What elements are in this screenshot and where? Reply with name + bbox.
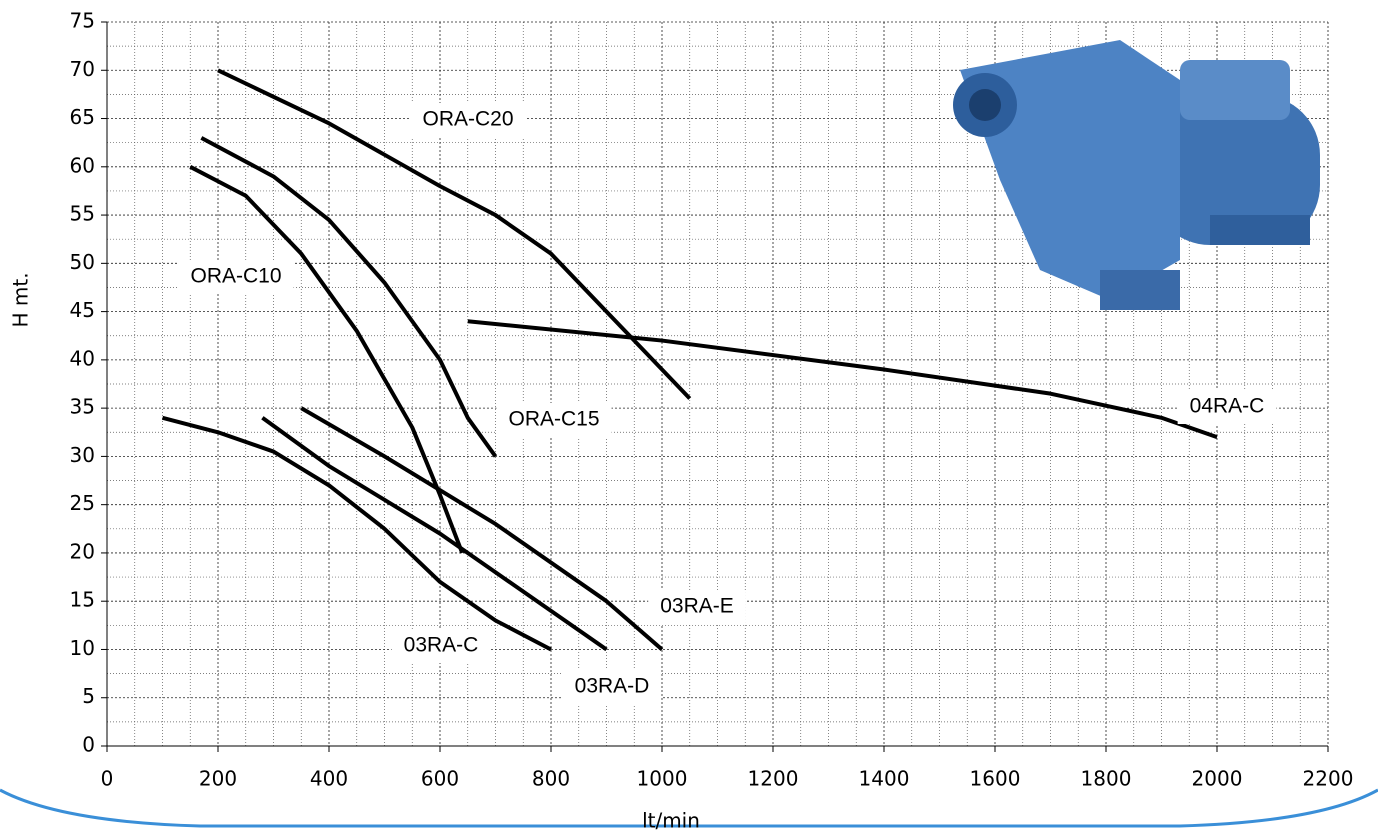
y-tick-label: 70 [70,57,95,81]
frame-arc [0,788,1378,828]
x-tick-label: 1200 [748,767,799,791]
series-line [161,415,552,652]
y-tick-label: 25 [70,491,95,515]
x-tick-label: 800 [532,767,570,791]
series-label: ORA-C15 [508,408,599,431]
label-bg [648,590,746,624]
label-bg [562,670,662,704]
y-tick-label: 75 [70,9,95,33]
series-line [217,68,692,400]
y-tick-label: 30 [70,443,95,467]
label-bg [1177,390,1277,424]
y-tick-label: 35 [70,395,95,419]
pump-image [953,40,1320,310]
series-label: ORA-C20 [422,108,513,131]
y-tick-label: 50 [70,250,95,274]
series-line [200,136,498,458]
y-tick-label: 15 [70,588,95,612]
label-bg [496,403,612,437]
label-bg [178,260,294,294]
series-line [300,406,664,651]
series-label: 03RA-C [404,634,479,657]
label-bg [410,103,526,137]
series-label: 03RA-E [660,595,734,618]
x-tick-label: 600 [421,767,459,791]
series-line [189,165,465,554]
y-tick-label: 10 [70,636,95,660]
x-tick-label: 1400 [859,767,910,791]
series-line [261,416,608,652]
series-line [467,319,1218,439]
x-axis-title: lt/min [642,809,700,833]
x-tick-label: 1600 [970,767,1021,791]
label-bg [391,629,491,663]
y-tick-label: 5 [82,684,95,708]
y-tick-label: 20 [70,539,95,563]
y-tick-label: 0 [82,733,95,757]
x-tick-label: 400 [310,767,348,791]
y-axis-title: H mt. [9,272,33,327]
x-tick-label: 1800 [1081,767,1132,791]
y-tick-label: 65 [70,105,95,129]
x-tick-label: 2200 [1303,767,1354,791]
y-tick-label: 60 [70,153,95,177]
y-tick-label: 40 [70,346,95,370]
x-tick-label: 2000 [1192,767,1243,791]
series-label: 04RA-C [1190,395,1265,418]
y-tick-label: 45 [70,298,95,322]
x-tick-label: 1000 [637,767,688,791]
plot: 0 200 400 600 800 1000 1200 1400 1600 1800 2000 220… [70,9,1354,791]
series-label: ORA-C10 [190,265,281,288]
y-tick-label: 55 [70,202,95,226]
x-tick-label: 200 [199,767,237,791]
x-tick-label: 0 [101,767,114,791]
series-label: 03RA-D [575,675,650,698]
